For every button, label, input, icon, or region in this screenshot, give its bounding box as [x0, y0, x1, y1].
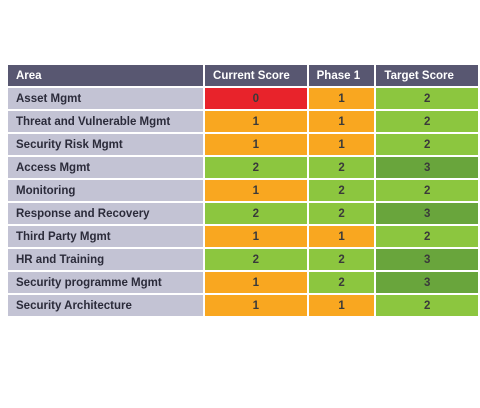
- area-cell: Threat and Vulnerable Mgmt: [8, 111, 204, 132]
- table-row: HR and Training 2 2 3: [8, 249, 478, 270]
- target-score-cell: 2: [376, 134, 478, 155]
- phase-1-cell: 1: [308, 111, 375, 132]
- phase-1-cell: 1: [308, 88, 375, 109]
- current-score-cell: 1: [205, 111, 307, 132]
- area-cell: Security Architecture: [8, 295, 204, 316]
- table-row: Response and Recovery 2 2 3: [8, 203, 478, 224]
- area-cell: Security Risk Mgmt: [8, 134, 204, 155]
- area-cell: Security programme Mgmt: [8, 272, 204, 293]
- table-row: Third Party Mgmt 1 1 2: [8, 226, 478, 247]
- phase-1-cell: 1: [308, 134, 375, 155]
- table-row: Monitoring 1 2 2: [8, 180, 478, 201]
- area-cell: Asset Mgmt: [8, 88, 204, 109]
- current-score-cell: 1: [205, 180, 307, 201]
- area-cell: Response and Recovery: [8, 203, 204, 224]
- target-score-cell: 3: [376, 249, 478, 270]
- target-score-cell: 2: [376, 111, 478, 132]
- table-row: Asset Mgmt 0 1 2: [8, 88, 478, 109]
- phase-1-cell: 2: [308, 203, 375, 224]
- target-score-cell: 2: [376, 226, 478, 247]
- current-score-cell: 1: [205, 226, 307, 247]
- area-cell: Access Mgmt: [8, 157, 204, 178]
- table-row: Security programme Mgmt 1 2 3: [8, 272, 478, 293]
- target-score-cell: 3: [376, 272, 478, 293]
- current-score-cell: 1: [205, 295, 307, 316]
- area-cell: HR and Training: [8, 249, 204, 270]
- table-body: Asset Mgmt 0 1 2 Threat and Vulnerable Mgmt 1…: [8, 88, 478, 316]
- table-row: Security Architecture 1 1 2: [8, 295, 478, 316]
- table-header-row: Area Current Score Phase 1 Target Score: [8, 65, 478, 86]
- phase-1-cell: 1: [308, 295, 375, 316]
- current-score-cell: 2: [205, 249, 307, 270]
- header-target-score: Target Score: [376, 65, 478, 86]
- current-score-cell: 2: [205, 157, 307, 178]
- table-row: Threat and Vulnerable Mgmt 1 1 2: [8, 111, 478, 132]
- table-row: Security Risk Mgmt 1 1 2: [8, 134, 478, 155]
- maturity-score-table: Area Current Score Phase 1 Target Score …: [6, 63, 480, 318]
- header-phase-1: Phase 1: [308, 65, 375, 86]
- target-score-cell: 2: [376, 295, 478, 316]
- target-score-cell: 2: [376, 88, 478, 109]
- current-score-cell: 2: [205, 203, 307, 224]
- target-score-cell: 2: [376, 180, 478, 201]
- phase-1-cell: 2: [308, 180, 375, 201]
- header-current-score: Current Score: [205, 65, 307, 86]
- area-cell: Monitoring: [8, 180, 204, 201]
- current-score-cell: 1: [205, 272, 307, 293]
- area-cell: Third Party Mgmt: [8, 226, 204, 247]
- phase-1-cell: 2: [308, 272, 375, 293]
- current-score-cell: 0: [205, 88, 307, 109]
- target-score-cell: 3: [376, 203, 478, 224]
- table-row: Access Mgmt 2 2 3: [8, 157, 478, 178]
- current-score-cell: 1: [205, 134, 307, 155]
- phase-1-cell: 2: [308, 157, 375, 178]
- header-area: Area: [8, 65, 204, 86]
- phase-1-cell: 2: [308, 249, 375, 270]
- target-score-cell: 3: [376, 157, 478, 178]
- phase-1-cell: 1: [308, 226, 375, 247]
